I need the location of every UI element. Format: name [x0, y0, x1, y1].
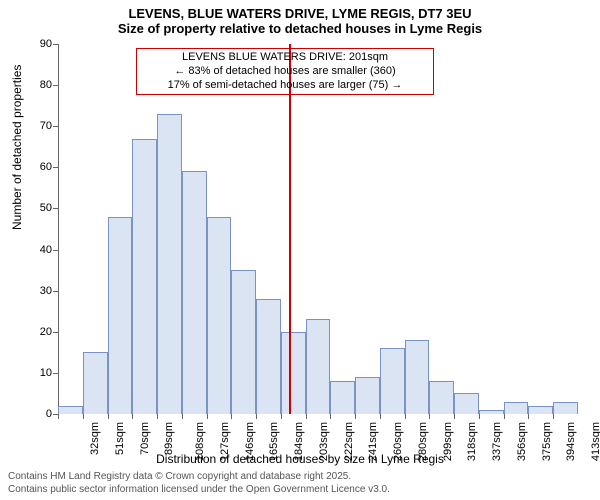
histogram-bar [553, 402, 578, 414]
histogram-bar [306, 319, 331, 414]
histogram-bar [429, 381, 454, 414]
x-tick-mark [306, 414, 307, 419]
footer-line-2: Contains public sector information licen… [8, 484, 390, 497]
histogram-bar [380, 348, 405, 414]
x-tick-label: 32sqm [89, 422, 101, 455]
y-tick-label: 40 [24, 244, 52, 256]
x-tick-mark [108, 414, 109, 419]
histogram-bar [207, 217, 232, 414]
y-axis-line [58, 44, 59, 414]
y-tick-mark [53, 44, 58, 45]
histogram-bar [454, 393, 479, 414]
histogram-bar [355, 377, 380, 414]
y-tick-label: 10 [24, 367, 52, 379]
x-tick-label: 51sqm [114, 422, 126, 455]
y-axis-label: Number of detached properties [10, 65, 24, 230]
x-tick-mark [132, 414, 133, 419]
x-tick-mark [429, 414, 430, 419]
x-tick-mark [454, 414, 455, 419]
x-tick-mark [157, 414, 158, 419]
footer-attribution: Contains HM Land Registry data © Crown c… [8, 471, 390, 496]
y-tick-label: 60 [24, 161, 52, 173]
histogram-bar [58, 406, 83, 414]
y-tick-mark [53, 250, 58, 251]
histogram-bar [231, 270, 256, 414]
reference-line [289, 44, 291, 414]
x-tick-mark [83, 414, 84, 419]
plot-area: 010203040506070809032sqm51sqm70sqm89sqm1… [58, 44, 578, 414]
y-tick-label: 30 [24, 285, 52, 297]
subtitle: Size of property relative to detached ho… [0, 21, 600, 36]
x-tick-label: 89sqm [163, 422, 175, 455]
x-tick-mark [479, 414, 480, 419]
y-tick-label: 80 [24, 79, 52, 91]
histogram-bar [405, 340, 430, 414]
y-tick-mark [53, 167, 58, 168]
x-tick-mark [182, 414, 183, 419]
x-tick-label: 70sqm [139, 422, 151, 455]
histogram-bar [479, 410, 504, 414]
histogram-bar [108, 217, 133, 414]
y-tick-label: 50 [24, 202, 52, 214]
x-tick-mark [256, 414, 257, 419]
histogram-bar [256, 299, 281, 414]
histogram-bar [330, 381, 355, 414]
info-box-line: ← 83% of detached houses are smaller (36… [141, 65, 429, 79]
x-tick-mark [330, 414, 331, 419]
chart-container: LEVENS, BLUE WATERS DRIVE, LYME REGIS, D… [0, 0, 600, 500]
y-tick-mark [53, 373, 58, 374]
y-tick-mark [53, 208, 58, 209]
histogram-bar [504, 402, 529, 414]
histogram-bar [132, 139, 157, 414]
y-tick-mark [53, 126, 58, 127]
x-tick-mark [231, 414, 232, 419]
y-tick-label: 70 [24, 120, 52, 132]
footer-line-1: Contains HM Land Registry data © Crown c… [8, 471, 390, 484]
x-tick-mark [528, 414, 529, 419]
y-tick-mark [53, 291, 58, 292]
x-axis-label: Distribution of detached houses by size … [0, 452, 600, 466]
histogram-bar [528, 406, 553, 414]
info-box: LEVENS BLUE WATERS DRIVE: 201sqm← 83% of… [136, 48, 434, 95]
main-title: LEVENS, BLUE WATERS DRIVE, LYME REGIS, D… [0, 6, 600, 21]
x-tick-mark [281, 414, 282, 419]
title-block: LEVENS, BLUE WATERS DRIVE, LYME REGIS, D… [0, 0, 600, 36]
x-tick-mark [207, 414, 208, 419]
histogram-bar [83, 352, 108, 414]
x-tick-mark [58, 414, 59, 419]
info-box-line: LEVENS BLUE WATERS DRIVE: 201sqm [141, 51, 429, 65]
x-tick-mark [355, 414, 356, 419]
y-tick-label: 0 [24, 408, 52, 420]
y-tick-mark [53, 85, 58, 86]
x-tick-mark [405, 414, 406, 419]
info-box-line: 17% of semi-detached houses are larger (… [141, 79, 429, 93]
histogram-bar [281, 332, 306, 414]
x-tick-mark [380, 414, 381, 419]
y-tick-label: 20 [24, 326, 52, 338]
y-tick-mark [53, 332, 58, 333]
histogram-bar [182, 171, 207, 414]
chart-area: 010203040506070809032sqm51sqm70sqm89sqm1… [58, 44, 578, 414]
y-tick-label: 90 [24, 38, 52, 50]
x-tick-mark [553, 414, 554, 419]
x-tick-mark [504, 414, 505, 419]
histogram-bar [157, 114, 182, 414]
